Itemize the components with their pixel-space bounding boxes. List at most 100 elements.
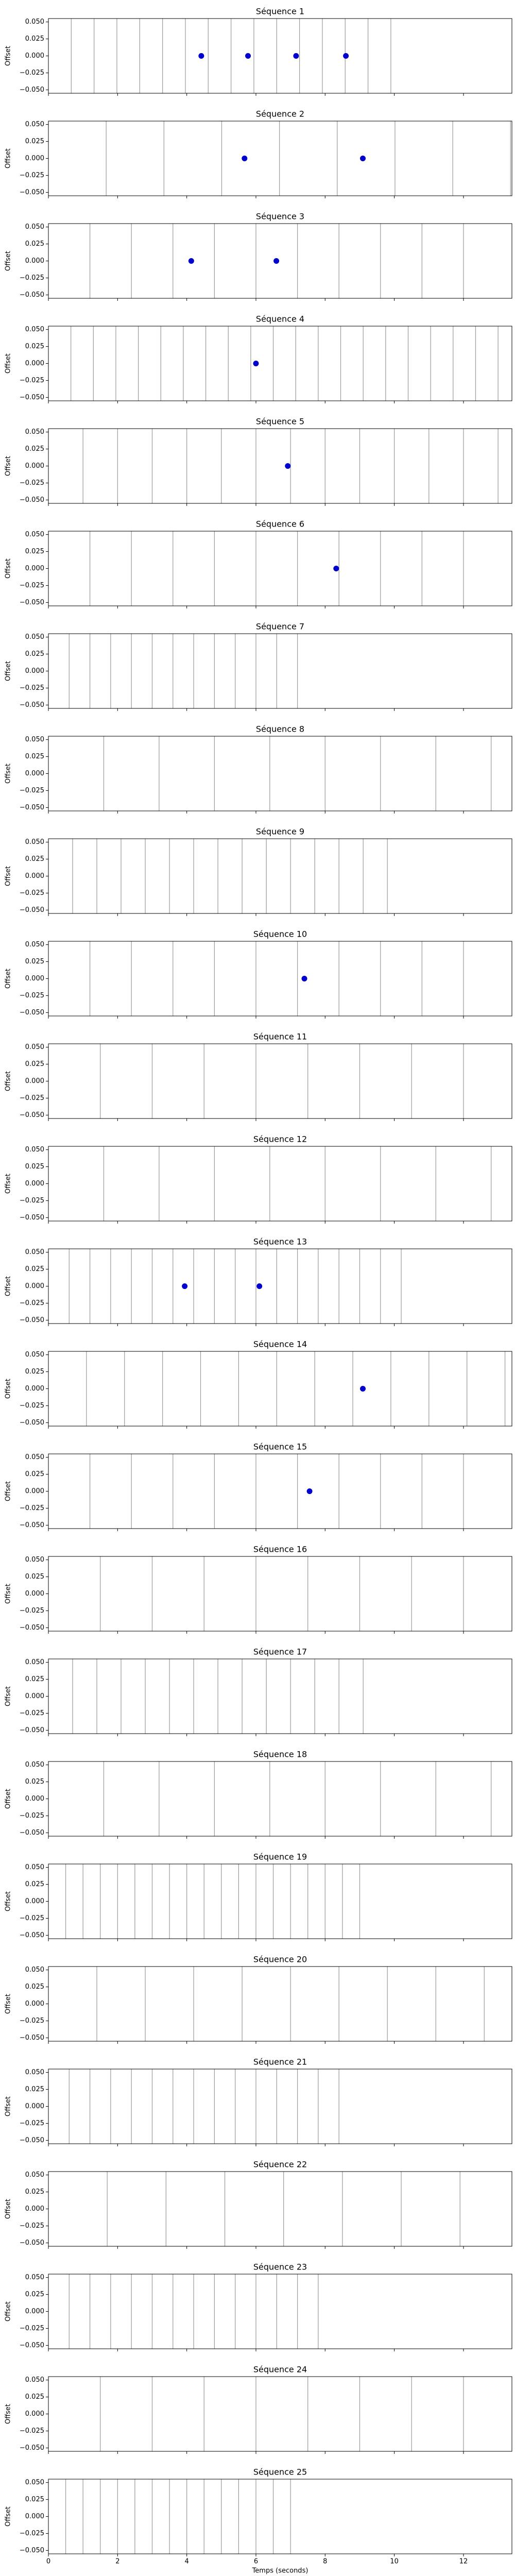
point: [306, 1488, 313, 1494]
chart-title: Séquence 7: [256, 622, 304, 632]
point: [360, 1386, 366, 1392]
axes-frame: [48, 2274, 512, 2349]
point: [343, 53, 349, 59]
y-tick-label: −0.050: [20, 394, 44, 401]
y-tick-label: 0.025: [25, 35, 44, 43]
point: [273, 258, 280, 264]
y-tick-label: −0.025: [20, 2222, 44, 2230]
y-tick-label: −0.050: [20, 804, 44, 811]
chart-title: Séquence 25: [253, 2467, 307, 2477]
y-tick-label: 0.025: [25, 1265, 44, 1273]
chart-title: Séquence 6: [256, 519, 304, 529]
y-axis-label: Offset: [5, 456, 12, 476]
y-tick-label: 0.025: [25, 1880, 44, 1888]
y-tick-label: 0.025: [25, 2496, 44, 2503]
y-tick-label: −0.025: [20, 2325, 44, 2332]
y-tick-label: 0.050: [25, 1966, 44, 1974]
y-tick-label: −0.025: [20, 377, 44, 384]
chart-title: Séquence 9: [256, 827, 304, 837]
y-tick-label: 0.025: [25, 240, 44, 248]
y-axis-label: Offset: [5, 1276, 12, 1296]
y-tick-label: 0.025: [25, 855, 44, 863]
y-tick-label: −0.050: [20, 1624, 44, 1632]
y-tick-label: 0.025: [25, 650, 44, 658]
y-tick-label: 0.000: [25, 975, 44, 982]
y-tick-label: −0.025: [20, 582, 44, 589]
y-tick-label: 0.050: [25, 2274, 44, 2281]
point: [293, 53, 299, 59]
y-tick-label: 0.000: [25, 1692, 44, 1700]
y-axis-label: Offset: [5, 1686, 12, 1706]
point: [253, 361, 259, 366]
y-axis-label: Offset: [5, 764, 12, 784]
chart-title: Séquence 12: [253, 1134, 307, 1144]
y-tick-label: 0.000: [25, 1282, 44, 1290]
y-axis-label: Offset: [5, 1891, 12, 1911]
y-tick-label: 0.000: [25, 155, 44, 162]
y-tick-label: 0.000: [25, 2513, 44, 2520]
y-tick-label: −0.025: [20, 1607, 44, 1615]
y-tick-label: −0.050: [20, 2547, 44, 2554]
y-tick-label: −0.025: [20, 1709, 44, 1717]
y-tick-label: −0.050: [20, 1726, 44, 1734]
y-tick-label: 0.025: [25, 1368, 44, 1376]
axes-frame: [48, 1453, 512, 1529]
y-axis-label: Offset: [5, 1071, 12, 1091]
axes-frame: [48, 1556, 512, 1632]
axes-frame: [48, 1966, 512, 2042]
y-tick-label: 0.025: [25, 2188, 44, 2196]
axes-frame: [48, 1658, 512, 1734]
chart-title: Séquence 8: [256, 724, 304, 734]
y-tick-label: 0.000: [25, 1180, 44, 1188]
y-tick-label: 0.025: [25, 753, 44, 760]
y-tick-label: −0.025: [20, 172, 44, 179]
y-tick-label: 0.000: [25, 1795, 44, 1803]
x-axis-label: Temps (seconds): [252, 2567, 308, 2575]
y-tick-label: 0.050: [25, 1761, 44, 1769]
axes-frame: [48, 1761, 512, 1837]
y-tick-label: −0.050: [20, 2137, 44, 2144]
point: [182, 1283, 188, 1289]
y-tick-label: −0.025: [20, 479, 44, 487]
y-tick-label: −0.025: [20, 1197, 44, 1205]
y-tick-label: 0.050: [25, 1043, 44, 1051]
y-tick-label: 0.000: [25, 2308, 44, 2315]
y-axis-label: Offset: [5, 2506, 12, 2527]
chart-title: Séquence 21: [253, 2057, 307, 2067]
y-tick-label: 0.000: [25, 462, 44, 470]
y-tick-label: 0.050: [25, 633, 44, 641]
y-tick-label: 0.000: [25, 2410, 44, 2418]
y-tick-label: −0.025: [20, 992, 44, 999]
y-tick-label: −0.025: [20, 1914, 44, 1922]
y-tick-label: −0.050: [20, 2342, 44, 2349]
y-axis-label: Offset: [5, 1789, 12, 1809]
y-tick-label: −0.025: [20, 1504, 44, 1512]
y-tick-label: 0.050: [25, 736, 44, 743]
axes-frame: [48, 838, 512, 914]
axes-frame: [48, 121, 512, 196]
y-tick-label: 0.050: [25, 1248, 44, 1256]
y-tick-label: −0.050: [20, 1009, 44, 1016]
y-axis-label: Offset: [5, 148, 12, 168]
y-tick-label: 0.000: [25, 360, 44, 367]
y-tick-label: 0.000: [25, 1385, 44, 1393]
y-axis-label: Offset: [5, 2301, 12, 2321]
axes-frame: [48, 18, 512, 94]
y-tick-label: 0.000: [25, 2103, 44, 2110]
x-tick-label: 8: [323, 2558, 327, 2566]
chart-title: Séquence 24: [253, 2365, 307, 2375]
y-tick-label: −0.050: [20, 86, 44, 94]
y-tick-label: 0.050: [25, 326, 44, 333]
y-tick-label: 0.000: [25, 1897, 44, 1905]
y-axis-label: Offset: [5, 558, 12, 579]
y-tick-label: −0.025: [20, 2530, 44, 2537]
y-tick-label: 0.050: [25, 1351, 44, 1359]
axes-frame: [48, 223, 512, 299]
y-tick-label: −0.025: [20, 1402, 44, 1410]
axes-frame: [48, 2171, 512, 2247]
y-tick-label: 0.050: [25, 838, 44, 846]
y-axis-label: Offset: [5, 1994, 12, 2014]
y-tick-label: −0.025: [20, 274, 44, 282]
point: [285, 463, 291, 469]
